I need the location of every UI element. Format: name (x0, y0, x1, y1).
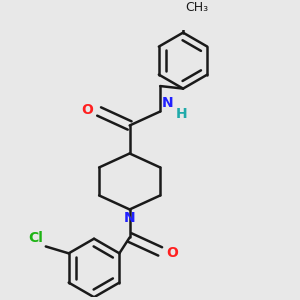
Text: O: O (81, 103, 93, 117)
Text: CH₃: CH₃ (186, 1, 209, 13)
Text: H: H (176, 107, 187, 121)
Text: N: N (124, 211, 136, 225)
Text: Cl: Cl (28, 231, 43, 245)
Text: N: N (161, 96, 173, 110)
Text: O: O (167, 246, 178, 260)
